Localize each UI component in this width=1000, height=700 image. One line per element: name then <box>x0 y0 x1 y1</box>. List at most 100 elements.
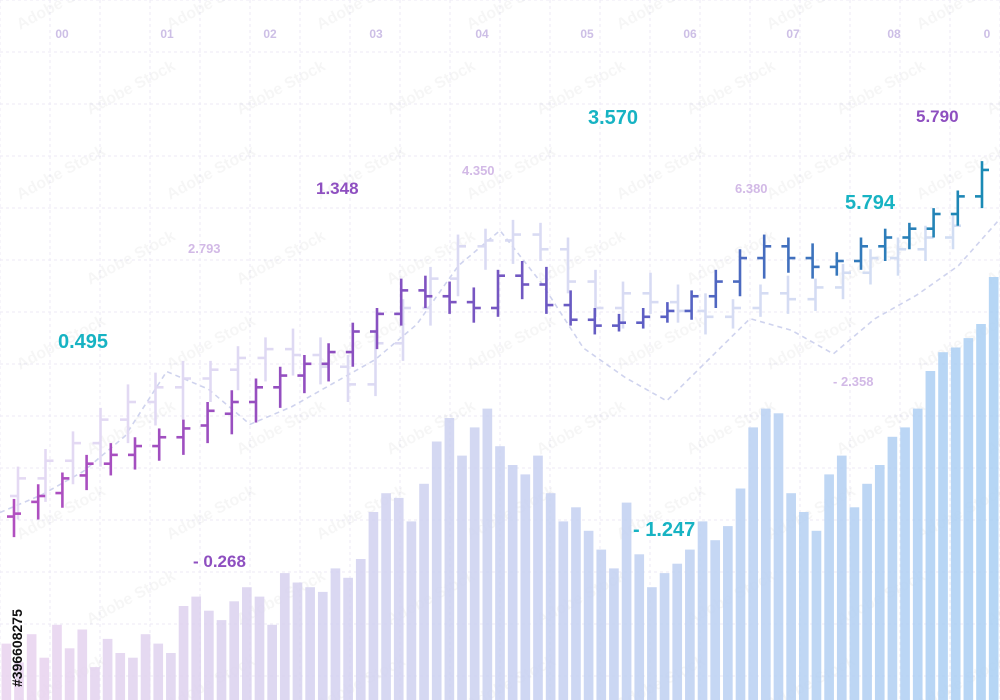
volume-bar <box>647 587 657 700</box>
value-annotations: 0.495 2.793 1.348 4.350 3.570 6.380 5.794 5.790… <box>58 107 959 571</box>
volume-bar <box>874 465 885 700</box>
volume-bar <box>697 521 708 700</box>
price-bar <box>65 431 81 485</box>
price-bar <box>249 378 263 423</box>
volume-bar <box>254 596 265 700</box>
price-bar <box>491 269 505 317</box>
price-bar <box>175 360 191 420</box>
price-bar <box>79 454 94 491</box>
volume-bar <box>26 634 37 700</box>
volume-bar <box>419 483 429 700</box>
volume-bar <box>292 582 303 700</box>
value-annotation: - 0.268 <box>193 552 246 571</box>
volume-bar <box>242 587 252 700</box>
value-annotation: 2.793 <box>188 241 221 256</box>
value-annotation: 1.348 <box>316 179 359 198</box>
volume-bar <box>533 455 543 700</box>
watermark-logo-text: Adobe Stock <box>84 568 178 629</box>
price-bar <box>781 237 796 273</box>
price-bar <box>780 275 796 314</box>
price-bar <box>752 284 769 317</box>
volume-bar <box>216 620 227 700</box>
x-tick-label: 05 <box>580 27 594 41</box>
volume-bar <box>685 549 695 700</box>
watermark-logo-text: Adobe Stock <box>764 0 858 34</box>
watermark-logo-text: Adobe Stock <box>14 143 108 204</box>
price-bar <box>539 266 554 314</box>
value-annotation: 4.350 <box>462 163 495 178</box>
price-bar <box>917 225 934 261</box>
volume-bar <box>621 502 632 700</box>
price-bar <box>878 228 893 261</box>
price-bar <box>563 290 578 326</box>
volume-bar <box>128 657 138 700</box>
volume-bar <box>836 455 847 700</box>
volume-bar <box>457 455 467 700</box>
volume-bar <box>52 624 62 700</box>
volume-bar <box>153 643 164 700</box>
price-bar <box>829 252 844 276</box>
price-bar <box>902 222 917 250</box>
watermark-logo-text: Adobe Stock <box>84 228 178 289</box>
volume-bar <box>672 563 683 700</box>
volume-bar <box>495 446 505 700</box>
price-bar <box>642 272 659 314</box>
volume-bar <box>558 521 569 700</box>
volume-bar <box>115 653 126 700</box>
volume-bar <box>520 474 531 700</box>
price-bar <box>950 190 965 226</box>
price-bar <box>312 337 329 385</box>
watermark-logo-text: Adobe Stock <box>314 0 408 34</box>
volume-bar <box>368 512 379 700</box>
price-bar <box>92 407 109 467</box>
x-tick-label: 0 <box>984 27 991 41</box>
price-bar <box>660 302 675 323</box>
price-bar <box>37 449 54 502</box>
volume-bar <box>191 596 202 700</box>
volume-bar <box>862 483 872 700</box>
price-bar <box>636 308 651 329</box>
price-bar <box>615 281 631 329</box>
price-bar <box>697 293 714 335</box>
x-tick-label: 06 <box>683 27 697 41</box>
volume-bar <box>583 530 594 700</box>
volume-bar <box>77 629 88 700</box>
volume-bar <box>596 549 607 700</box>
volume-bar <box>798 512 809 700</box>
price-bar <box>257 337 274 382</box>
volume-bar <box>963 338 974 700</box>
price-bar <box>612 313 626 332</box>
value-annotation: 5.790 <box>916 107 959 126</box>
volume-bar <box>267 624 277 700</box>
volume-bar <box>950 347 961 700</box>
volume-bar <box>723 526 733 700</box>
watermark-logo-text: Adobe Stock <box>534 398 628 459</box>
price-bar <box>7 498 21 538</box>
price-bar <box>31 484 46 520</box>
price-bar <box>176 419 191 455</box>
price-bar <box>854 237 868 270</box>
watermark-logo-text: Adobe Stock <box>684 58 778 119</box>
volume-bar <box>64 648 75 700</box>
price-bar <box>757 234 772 279</box>
value-annotation: 6.380 <box>735 181 768 196</box>
price-bar <box>587 308 602 335</box>
volume-bar <box>279 573 290 700</box>
price-bar <box>395 299 411 361</box>
volume-bar <box>900 427 910 700</box>
watermark-logo-text: Adobe Stock <box>84 58 178 119</box>
price-bar <box>370 308 384 350</box>
volume-bar <box>634 554 645 700</box>
price-bar <box>684 290 699 320</box>
watermark-logo-text: Adobe Stock <box>834 228 928 289</box>
volume-bar <box>229 601 240 700</box>
x-tick-label: 04 <box>475 27 489 41</box>
volume-bar <box>925 371 936 700</box>
price-bar <box>862 249 879 285</box>
volume-bar <box>14 662 24 700</box>
watermark-logo-text: Adobe Stock <box>534 228 628 289</box>
x-axis-tick-labels: 00 01 02 03 04 05 06 07 08 0 <box>55 27 990 41</box>
price-bar <box>805 243 820 279</box>
price-bar <box>202 360 219 402</box>
